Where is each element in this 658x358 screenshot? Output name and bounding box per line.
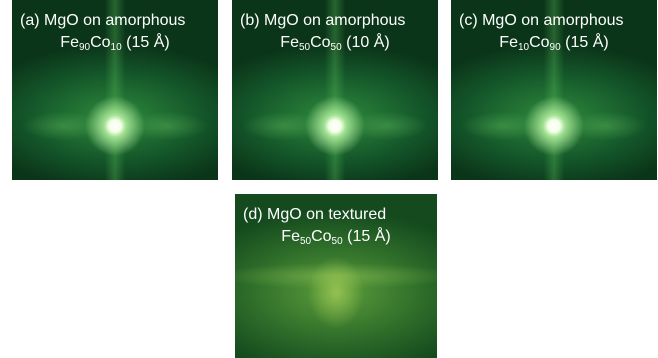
- rheed-panel: (c) MgO on amorphous Fe10Co90 (15 Å): [451, 0, 657, 180]
- subscript: 90: [550, 42, 561, 53]
- subscript: 90: [79, 42, 90, 53]
- thickness: (15 Å): [347, 228, 391, 245]
- composition: Fe90Co10 (15 Å): [12, 34, 218, 53]
- panel-label: (d) MgO on textured: [243, 206, 386, 224]
- element: Fe: [281, 228, 300, 245]
- element: Co: [529, 34, 549, 51]
- panel-label: (c) MgO on amorphous: [459, 12, 624, 30]
- subscript: 10: [518, 42, 529, 53]
- element: Co: [311, 228, 331, 245]
- rheed-panel: (a) MgO on amorphous Fe90Co10 (15 Å): [12, 0, 218, 180]
- composition: Fe50Co50 (10 Å): [232, 34, 438, 53]
- subscript: 50: [332, 236, 343, 247]
- subscript: 10: [111, 42, 122, 53]
- element: Co: [90, 34, 110, 51]
- composition: Fe50Co50 (15 Å): [235, 228, 437, 247]
- panel-label: (a) MgO on amorphous: [20, 12, 185, 30]
- subscript: 50: [300, 236, 311, 247]
- figure: (a) MgO on amorphousFe90Co10 (15 Å)(b) M…: [0, 0, 658, 358]
- element: Co: [310, 34, 330, 51]
- subscript: 50: [331, 42, 342, 53]
- thickness: (15 Å): [565, 34, 609, 51]
- element: Fe: [60, 34, 79, 51]
- panel-label: (b) MgO on amorphous: [240, 12, 405, 30]
- thickness: (10 Å): [346, 34, 390, 51]
- thickness: (15 Å): [126, 34, 170, 51]
- element: Fe: [280, 34, 299, 51]
- subscript: 50: [299, 42, 310, 53]
- element: Fe: [499, 34, 518, 51]
- composition: Fe10Co90 (15 Å): [451, 34, 657, 53]
